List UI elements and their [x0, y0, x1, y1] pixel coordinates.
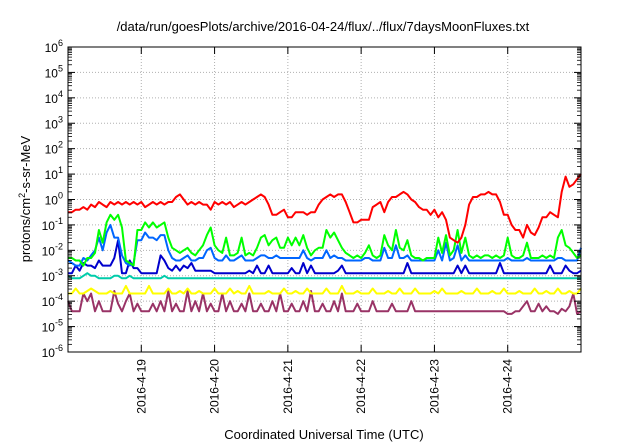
y-tick-label: 10-4	[42, 292, 63, 309]
series-line-p4	[68, 239, 582, 275]
y-ticks: 10-6 10-5 10-4 10-3 10-2 10-1 100 101 102 103 104 1…	[42, 38, 581, 360]
y-tick-label: 100	[45, 191, 63, 208]
series-group	[67, 173, 582, 315]
series-line-p3	[67, 223, 582, 267]
y-tick-label: 10-2	[42, 241, 63, 258]
y-tick-label: 103	[45, 114, 63, 131]
y-tick-label: 10-3	[42, 267, 63, 284]
series-line-p5	[67, 272, 581, 280]
y-tick-label: 10-6	[42, 343, 63, 360]
plot-frame	[67, 46, 582, 353]
series-line-p6	[68, 284, 582, 295]
y-axis-label-sup: 2	[17, 193, 27, 198]
chart-title: /data/run/goesPlots/archive/2016-04-24/f…	[117, 19, 530, 34]
series-line-p2	[68, 213, 582, 267]
y-axis-label-pre: protons/cm	[18, 198, 33, 262]
y-tick-label: 101	[45, 165, 63, 182]
x-tick-label: 2016-4-24	[501, 359, 515, 414]
x-axis-label: Coordinated Universal Time (UTC)	[224, 427, 423, 442]
x-tick-label: 2016-4-22	[354, 359, 368, 414]
y-axis-label: protons/cm2-s-sr-MeV	[17, 135, 33, 262]
y-tick-label: 10-1	[42, 216, 63, 233]
y-tick-label: 102	[45, 140, 63, 157]
x-tick-label: 2016-4-23	[427, 359, 441, 414]
x-tick-label: 2016-4-19	[134, 359, 148, 414]
y-axis-label-post: -s-sr-MeV	[18, 135, 33, 192]
x-tick-label: 2016-4-21	[281, 359, 295, 414]
series-line-p1	[68, 173, 582, 244]
y-tick-label: 10-5	[42, 318, 63, 335]
y-tick-label: 106	[45, 38, 63, 55]
series-line-p7	[67, 290, 582, 315]
x-ticks: 2016-4-19 2016-4-20 2016-4-21 2016-4-22 2016…	[134, 47, 515, 414]
y-tick-label: 104	[45, 89, 63, 106]
x-tick-label: 2016-4-20	[208, 359, 222, 414]
y-tick-label: 105	[45, 63, 63, 80]
